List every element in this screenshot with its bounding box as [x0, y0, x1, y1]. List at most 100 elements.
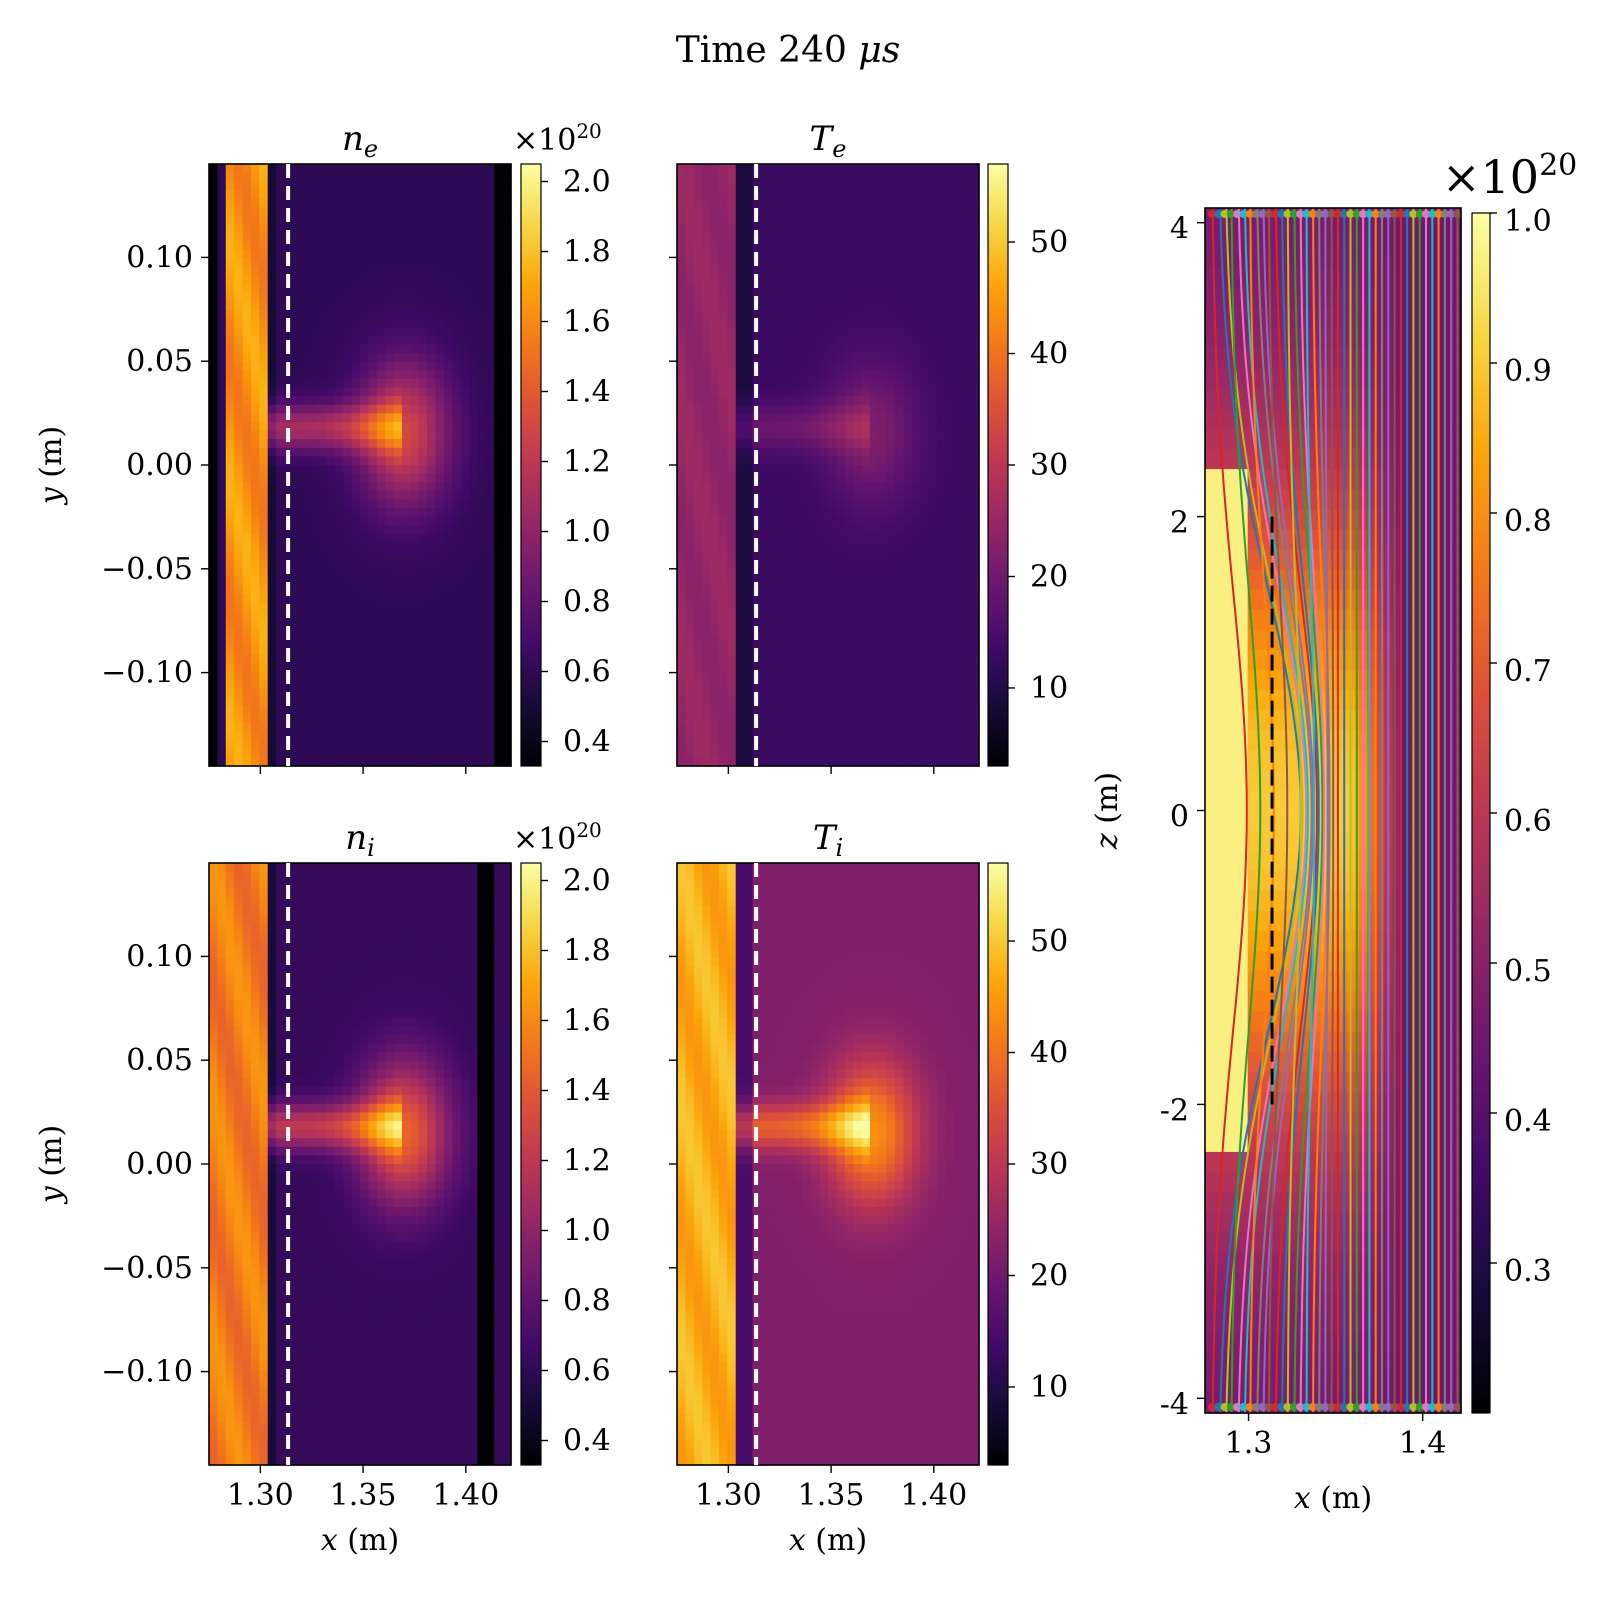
heatmap-cell — [393, 671, 403, 681]
heatmap-cell — [418, 456, 428, 466]
heatmap-cell — [469, 714, 479, 724]
heatmap-cell — [301, 198, 311, 208]
heatmap-cell — [334, 705, 344, 715]
heatmap-cell — [794, 215, 804, 225]
heatmap-cell — [744, 482, 754, 492]
heatmap-cell — [735, 465, 745, 475]
heatmap-cell — [953, 559, 963, 569]
heatmap-cell — [452, 490, 462, 500]
heatmap-cell — [502, 164, 512, 174]
heatmap-cell — [225, 602, 235, 612]
heatmap-cell — [794, 516, 804, 526]
heatmap-cell — [401, 224, 411, 234]
heatmap-cell — [209, 215, 218, 225]
heatmap-cell — [928, 224, 938, 234]
heatmap-cell — [267, 258, 277, 268]
heatmap-cell — [953, 267, 963, 277]
heatmap-cell — [886, 723, 896, 733]
heatmap-cell — [326, 508, 336, 518]
heatmap-cell — [452, 232, 462, 242]
heatmap-cell — [301, 516, 311, 526]
heatmap-cell — [469, 490, 479, 500]
heatmap-cell — [217, 662, 227, 672]
heatmap-cell — [886, 731, 896, 741]
heatmap-cell — [819, 387, 829, 397]
heatmap-cell — [250, 258, 260, 268]
heatmap-cell — [710, 508, 720, 518]
heatmap-cell — [309, 628, 319, 638]
heatmap-cell — [693, 637, 703, 647]
heatmap-cell — [794, 198, 804, 208]
heatmap-cell — [819, 585, 829, 595]
heatmap-cell — [777, 705, 787, 715]
heatmap-cell — [962, 645, 972, 655]
heatmap-cell — [844, 387, 854, 397]
heatmap-cell — [920, 688, 930, 698]
heatmap-cell — [911, 533, 921, 543]
heatmap-cell — [886, 473, 896, 483]
heatmap-cell — [677, 525, 686, 535]
heatmap-cell — [718, 241, 728, 251]
heatmap-cell — [267, 456, 277, 466]
heatmap-cell — [828, 714, 837, 724]
heatmap-cell — [276, 654, 286, 664]
heatmap-cell — [368, 748, 378, 758]
heatmap-cell — [393, 353, 403, 363]
heatmap-cell — [811, 361, 821, 371]
heatmap-cell — [920, 576, 930, 586]
heatmap-cell — [685, 645, 695, 655]
heatmap-cell — [259, 164, 269, 174]
heatmap-cell — [744, 275, 754, 285]
heatmap-cell — [301, 164, 311, 174]
heatmap-cell — [878, 232, 888, 242]
heatmap-cell — [401, 318, 411, 328]
heatmap-cell — [452, 654, 462, 664]
heatmap-cell — [937, 379, 947, 389]
heatmap-cell — [209, 284, 218, 294]
heatmap-cell — [217, 714, 227, 724]
heatmap-cell — [836, 447, 846, 457]
heatmap-cell — [301, 189, 311, 199]
heatmap-cell — [777, 172, 787, 182]
heatmap-cell — [242, 258, 252, 268]
heatmap-cell — [869, 654, 879, 664]
heatmap-cell — [769, 379, 779, 389]
heatmap-cell — [895, 662, 905, 672]
heatmap-cell — [677, 680, 686, 690]
heatmap-cell — [677, 559, 686, 569]
heatmap-cell — [418, 645, 428, 655]
heatmap-cell — [786, 482, 796, 492]
heatmap-cell — [401, 198, 411, 208]
heatmap-cell — [334, 353, 344, 363]
heatmap-cell — [802, 284, 812, 294]
heatmap-cell — [334, 172, 344, 182]
heatmap-cell — [911, 473, 921, 483]
heatmap-cell — [217, 645, 227, 655]
heatmap-cell — [393, 164, 403, 174]
heatmap-cell — [937, 568, 947, 578]
heatmap-cell — [376, 697, 386, 707]
heatmap-cell — [234, 241, 244, 251]
heatmap-cell — [928, 680, 938, 690]
heatmap-cell — [351, 654, 361, 664]
heatmap-cell — [443, 353, 453, 363]
heatmap-cell — [427, 344, 437, 354]
heatmap-cell — [485, 680, 495, 690]
heatmap-cell — [343, 688, 353, 698]
heatmap-cell — [962, 361, 972, 371]
heatmap-cell — [869, 198, 879, 208]
heatmap-cell — [895, 439, 905, 449]
heatmap-cell — [819, 422, 829, 432]
heatmap-cell — [267, 654, 277, 664]
heatmap-cell — [326, 619, 336, 629]
heatmap-cell — [376, 611, 386, 621]
heatmap-cell — [777, 619, 787, 629]
heatmap-cell — [920, 224, 930, 234]
heatmap-cell — [326, 336, 336, 346]
y-tick-label: 0.05 — [126, 344, 193, 379]
heatmap-cell — [895, 164, 905, 174]
heatmap-cell — [886, 189, 896, 199]
heatmap-cell — [702, 172, 712, 182]
heatmap-cell — [410, 172, 420, 182]
heatmap-cell — [794, 551, 804, 561]
